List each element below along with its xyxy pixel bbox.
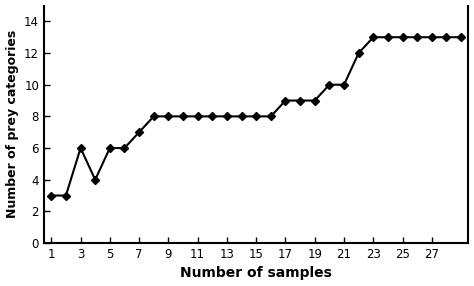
X-axis label: Number of samples: Number of samples [180,267,332,281]
Y-axis label: Number of prey categories: Number of prey categories [6,30,18,219]
